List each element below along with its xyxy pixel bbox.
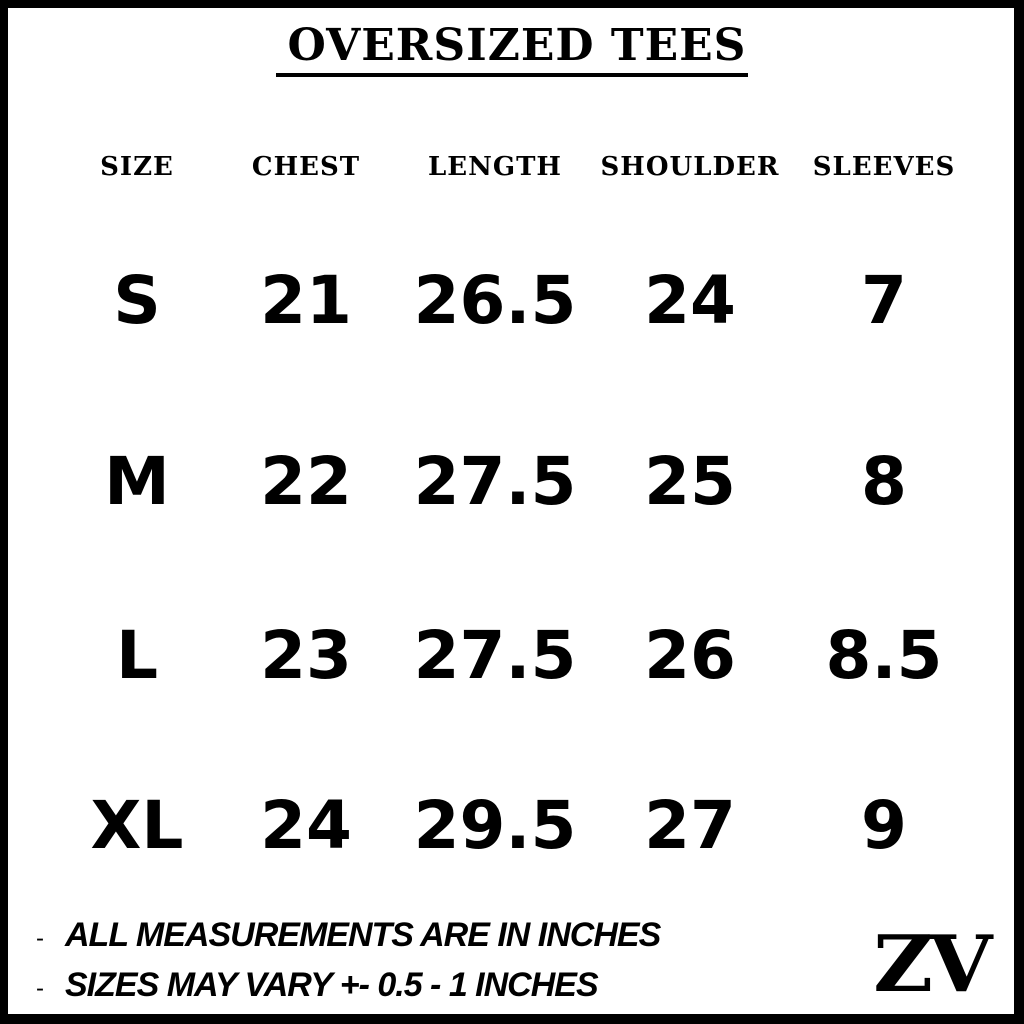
measurement-cell: 26 — [644, 617, 736, 694]
column-header: SLEEVES — [812, 152, 956, 182]
size-label: XL — [90, 787, 184, 864]
measurement-cell: 24 — [260, 787, 352, 864]
page-title: OVERSIZED TEES — [0, 20, 1024, 77]
measurement-cell: 26.5 — [413, 262, 577, 339]
note-item: - SIZES MAY VARY +- 0.5 - 1 INCHES — [36, 966, 599, 1005]
size-label: S — [113, 262, 161, 339]
bullet: - — [36, 975, 44, 1002]
measurement-cell: 23 — [260, 617, 352, 694]
bullet: - — [36, 925, 44, 952]
size-chart-frame — [8, 8, 1014, 1014]
measurement-cell: 8 — [861, 443, 907, 520]
measurement-cell: 24 — [644, 262, 736, 339]
column-header: SIZE — [100, 152, 174, 182]
size-label: L — [115, 617, 159, 694]
measurement-cell: 25 — [644, 443, 736, 520]
title-text: OVERSIZED TEES — [275, 20, 749, 77]
measurement-cell: 9 — [861, 787, 907, 864]
brand-logo: ZV — [873, 919, 992, 1010]
note-text: ALL MEASUREMENTS ARE IN INCHES — [65, 916, 661, 954]
column-header: SHOULDER — [600, 152, 780, 182]
column-header: LENGTH — [428, 152, 562, 182]
measurement-cell: 27.5 — [413, 443, 577, 520]
measurement-cell: 7 — [861, 262, 907, 339]
measurement-cell: 29.5 — [413, 787, 577, 864]
measurement-cell: 27.5 — [413, 617, 577, 694]
size-label: M — [104, 443, 170, 520]
column-header: CHEST — [251, 152, 361, 182]
note-item: - ALL MEASUREMENTS ARE IN INCHES — [36, 916, 661, 955]
measurement-cell: 27 — [644, 787, 736, 864]
measurement-cell: 21 — [260, 262, 352, 339]
measurement-cell: 8.5 — [825, 617, 943, 694]
note-text: SIZES MAY VARY +- 0.5 - 1 INCHES — [65, 966, 599, 1004]
measurement-cell: 22 — [260, 443, 352, 520]
